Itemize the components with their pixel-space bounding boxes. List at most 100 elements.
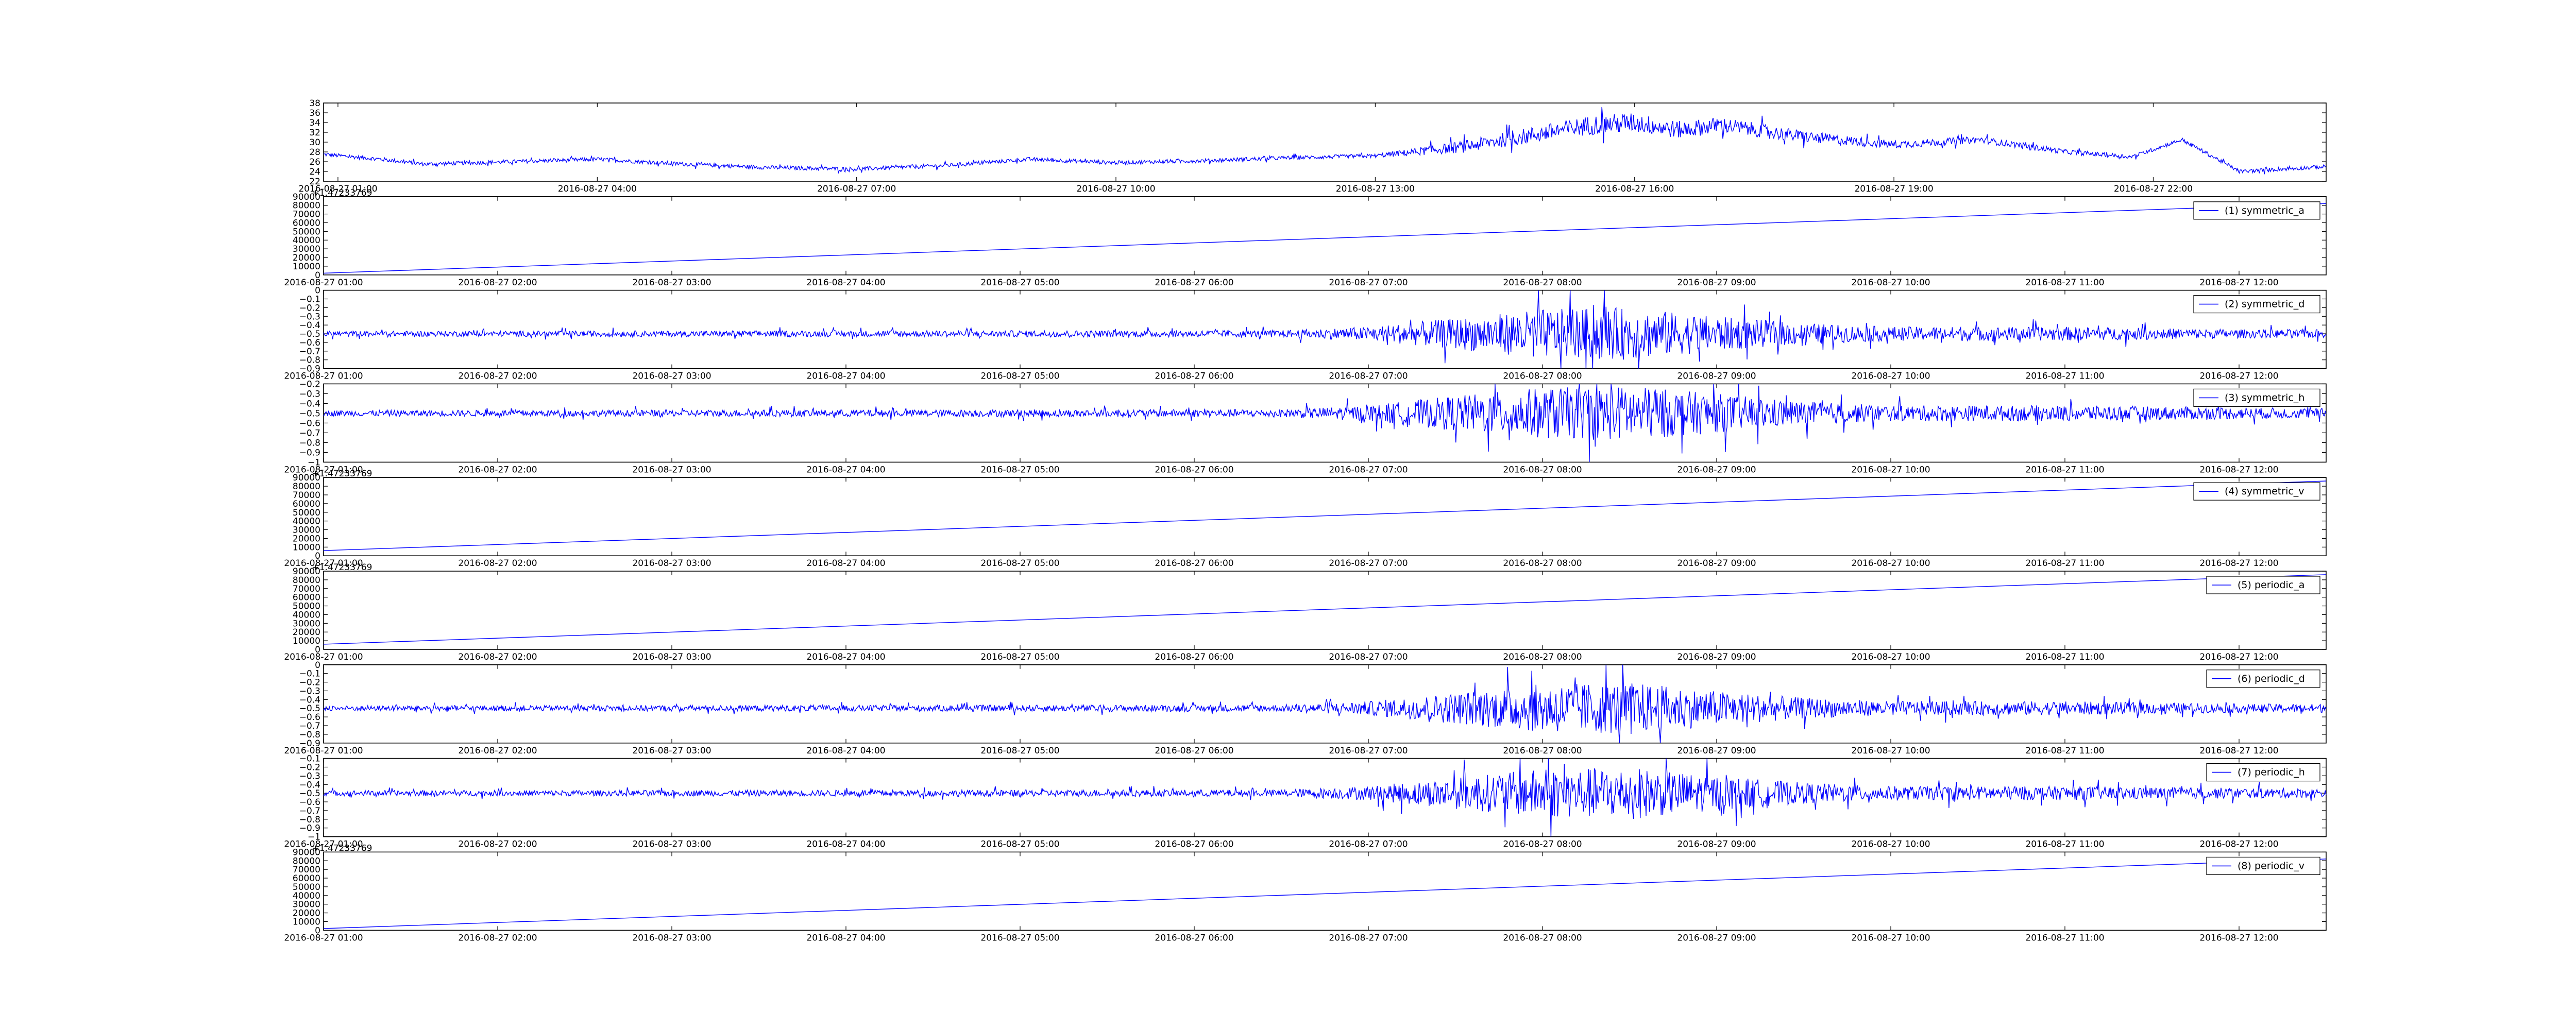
- y-tick-label: −0.5: [299, 703, 320, 714]
- y-tick-label: −0.1: [299, 294, 320, 304]
- y-tick-label: 80000: [293, 482, 320, 492]
- x-tick-label: 2016-08-27 08:00: [1503, 839, 1582, 850]
- y-tick-label: 40000: [293, 891, 320, 901]
- x-tick-label: 2016-08-27 02:00: [458, 278, 537, 288]
- y-tick-label: 34: [309, 118, 320, 128]
- x-tick-label: 2016-08-27 01:00: [284, 558, 363, 569]
- x-tick-label: 2016-08-27 10:00: [1851, 933, 1930, 943]
- x-tick-label: 2016-08-27 07:00: [817, 184, 896, 194]
- y-tick-label: 60000: [293, 593, 320, 603]
- y-tick-label: −0.6: [299, 338, 320, 348]
- x-tick-label: 2016-08-27 09:00: [1677, 839, 1756, 850]
- x-tick-label: 2016-08-27 09:00: [1677, 371, 1756, 382]
- x-tick-label: 2016-08-27 04:00: [806, 933, 885, 943]
- x-tick-label: 2016-08-27 11:00: [2025, 746, 2104, 756]
- series-line: [323, 574, 2327, 645]
- y-tick-label: −0.3: [299, 389, 320, 399]
- x-tick-label: 2016-08-27 07:00: [1329, 652, 1408, 662]
- x-tick-label: 2016-08-27 04:00: [806, 558, 885, 569]
- y-tick-label: 90000: [293, 847, 320, 857]
- y-tick-label: 90000: [293, 473, 320, 483]
- y-tick-label: 0: [315, 645, 320, 655]
- x-tick-label: 2016-08-27 01:00: [284, 652, 363, 662]
- subplot-2: 0100002000030000400005000060000700008000…: [284, 188, 2327, 288]
- x-tick-label: 2016-08-27 01:00: [298, 184, 377, 194]
- y-tick-label: −0.1: [299, 754, 320, 764]
- x-tick-label: 2016-08-27 09:00: [1677, 558, 1756, 569]
- y-tick-label: 20000: [293, 908, 320, 919]
- x-tick-label: 2016-08-27 07:00: [1329, 933, 1408, 943]
- x-tick-label: 2016-08-27 19:00: [1854, 184, 1933, 194]
- y-tick-label: −0.1: [299, 669, 320, 679]
- offset-text: +1.47233769: [312, 469, 372, 479]
- y-tick-label: 40000: [293, 610, 320, 620]
- y-tick-label: −0.8: [299, 815, 320, 825]
- y-tick-label: 30000: [293, 900, 320, 910]
- y-tick-label: 40000: [293, 517, 320, 527]
- axes-frame: [323, 289, 2327, 369]
- x-tick-label: 2016-08-27 10:00: [1851, 558, 1930, 569]
- x-tick-label: 2016-08-27 12:00: [2199, 278, 2278, 288]
- x-tick-label: 2016-08-27 02:00: [458, 465, 537, 475]
- x-tick-label: 2016-08-27 05:00: [980, 933, 1059, 943]
- y-tick-label: −0.4: [299, 780, 320, 790]
- y-tick-label: 50000: [293, 602, 320, 612]
- x-tick-label: 2016-08-27 07:00: [1329, 558, 1408, 569]
- x-tick-label: 2016-08-27 05:00: [980, 465, 1059, 475]
- y-tick-label: 0: [315, 270, 320, 281]
- x-tick-label: 2016-08-27 03:00: [632, 933, 711, 943]
- y-tick-label: 80000: [293, 856, 320, 866]
- x-tick-label: 2016-08-27 06:00: [1155, 652, 1233, 662]
- y-tick-label: −0.9: [299, 448, 320, 458]
- legend: (2) symmetric_d: [2193, 295, 2320, 314]
- y-tick-label: −1: [308, 832, 320, 843]
- subplot-4: −1−0.9−0.8−0.7−0.6−0.5−0.4−0.3−0.2 2016-0…: [284, 379, 2327, 475]
- offset-text: +1.47233769: [312, 843, 372, 853]
- x-tick-label: 2016-08-27 22:00: [2114, 184, 2193, 194]
- x-tick-label: 2016-08-27 03:00: [632, 652, 711, 662]
- x-tick-label: 2016-08-27 10:00: [1851, 652, 1930, 662]
- y-tick-label: 0: [315, 286, 320, 296]
- x-tick-label: 2016-08-27 10:00: [1851, 278, 1930, 288]
- legend-label: (3) symmetric_h: [2225, 392, 2304, 403]
- y-tick-label: 20000: [293, 253, 320, 263]
- x-tick-label: 2016-08-27 06:00: [1155, 278, 1233, 288]
- y-tick-label: 22: [309, 177, 320, 187]
- x-tick-label: 2016-08-27 02:00: [458, 652, 537, 662]
- y-tick-label: −0.4: [299, 320, 320, 331]
- x-tick-label: 2016-08-27 10:00: [1851, 465, 1930, 475]
- axes-frame: [323, 196, 2327, 276]
- legend: (4) symmetric_v: [2193, 482, 2320, 501]
- x-tick-label: 2016-08-27 12:00: [2199, 465, 2278, 475]
- legend-label: (8) periodic_v: [2238, 860, 2304, 871]
- x-tick-label: 2016-08-27 04:00: [558, 184, 637, 194]
- y-tick-label: 10000: [293, 542, 320, 553]
- x-tick-label: 2016-08-27 03:00: [632, 558, 711, 569]
- x-tick-label: 2016-08-27 16:00: [1595, 184, 1674, 194]
- x-tick-label: 2016-08-27 11:00: [2025, 558, 2104, 569]
- y-tick-label: 24: [309, 167, 320, 177]
- x-tick-label: 2016-08-27 03:00: [632, 278, 711, 288]
- legend: (6) periodic_d: [2206, 670, 2320, 688]
- subplot-5: 0100002000030000400005000060000700008000…: [284, 469, 2327, 569]
- y-tick-label: 30: [309, 138, 320, 148]
- y-tick-label: 32: [309, 128, 320, 138]
- axes-frame: [323, 851, 2327, 931]
- y-tick-label: −0.2: [299, 678, 320, 688]
- x-tick-label: 2016-08-27 04:00: [806, 746, 885, 756]
- x-tick-label: 2016-08-27 08:00: [1503, 652, 1582, 662]
- legend-label: (6) periodic_d: [2238, 673, 2305, 684]
- y-tick-label: −0.6: [299, 418, 320, 428]
- y-tick-label: −0.3: [299, 771, 320, 781]
- y-tick-label: 10000: [293, 636, 320, 646]
- x-tick-label: 2016-08-27 02:00: [458, 371, 537, 382]
- y-tick-label: 70000: [293, 210, 320, 220]
- x-tick-label: 2016-08-27 04:00: [806, 652, 885, 662]
- series-line: [323, 758, 2327, 837]
- x-tick-label: 2016-08-27 03:00: [632, 465, 711, 475]
- x-tick-label: 2016-08-27 12:00: [2199, 839, 2278, 850]
- y-tick-label: 90000: [293, 566, 320, 577]
- y-tick-label: −0.2: [299, 303, 320, 313]
